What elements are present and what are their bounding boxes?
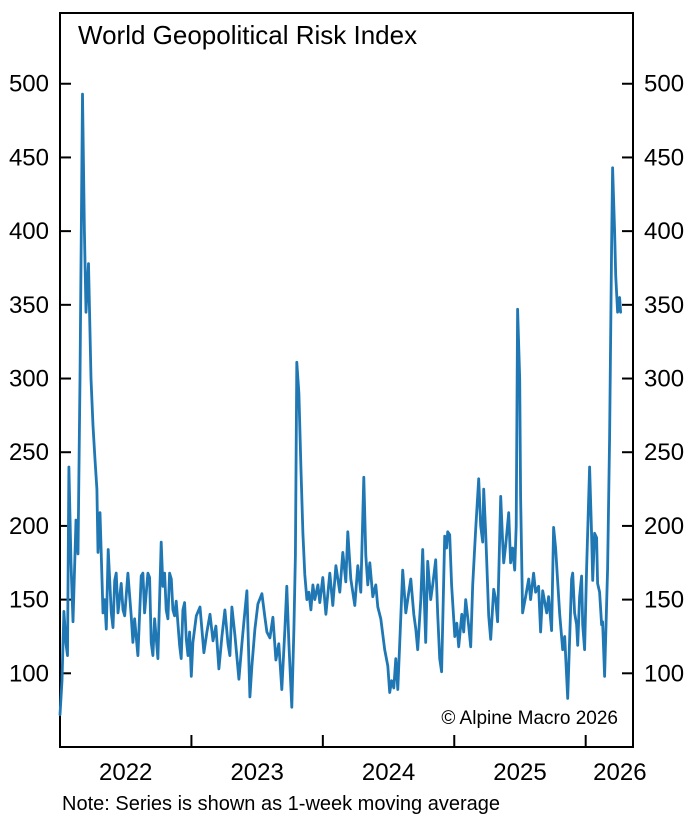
x-tick-label: 2026 <box>593 759 646 786</box>
y-tick-label-right: 150 <box>644 587 684 614</box>
x-tick-label: 2024 <box>362 759 415 786</box>
y-tick-label-left: 400 <box>9 218 49 245</box>
y-tick-label-right: 400 <box>644 218 684 245</box>
footnote: Note: Series is shown as 1-week moving a… <box>62 793 500 815</box>
y-tick-label-left: 150 <box>9 587 49 614</box>
axes-group: 100 100 150 150 200 200 250 250 300 300 350 350 400 4… <box>9 71 684 786</box>
plot-border <box>59 12 634 748</box>
y-tick-label-left: 250 <box>9 439 49 466</box>
y-tick-label-right: 300 <box>644 366 684 393</box>
chart-title: World Geopolitical Risk Index <box>78 20 417 50</box>
risk-index-line <box>58 92 622 716</box>
y-tick-label-right: 450 <box>644 144 684 171</box>
y-tick-label-left: 100 <box>9 660 49 687</box>
copyright-note: © Alpine Macro 2026 <box>441 708 618 729</box>
y-tick-label-left: 300 <box>9 366 49 393</box>
y-tick-label-left: 450 <box>9 144 49 171</box>
y-tick-label-left: 350 <box>9 292 49 319</box>
y-tick-label-left: 500 <box>9 71 49 98</box>
x-tick-label: 2022 <box>99 759 152 786</box>
y-tick-label-left: 200 <box>9 513 49 540</box>
y-tick-label-right: 250 <box>644 439 684 466</box>
y-tick-label-right: 500 <box>644 71 684 98</box>
x-tick-label: 2023 <box>230 759 283 786</box>
y-tick-label-right: 200 <box>644 513 684 540</box>
series-group <box>58 92 622 716</box>
y-tick-label-right: 100 <box>644 660 684 687</box>
y-tick-label-right: 350 <box>644 292 684 319</box>
x-tick-label: 2025 <box>493 759 546 786</box>
